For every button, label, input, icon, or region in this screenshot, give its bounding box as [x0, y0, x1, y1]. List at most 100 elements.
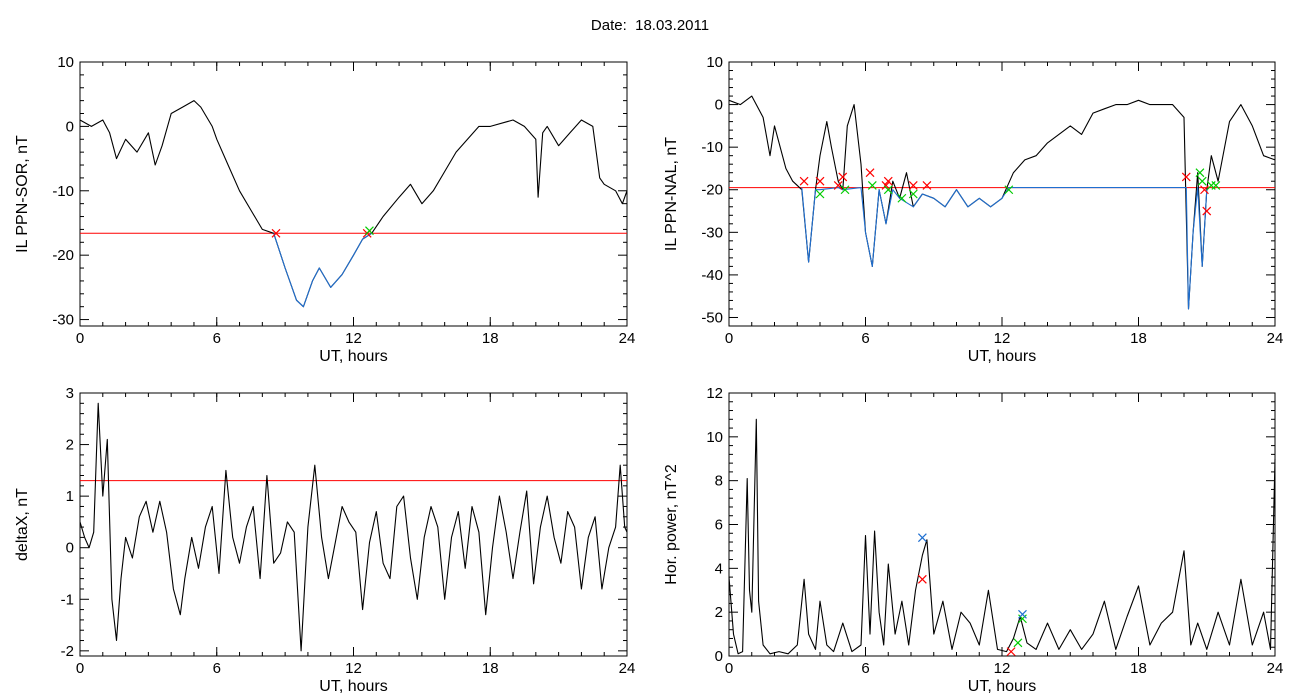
x-marker [865, 168, 875, 178]
panel-il-ppn-sor: 0 6 12 18 24 -30 -20 -10 0 10 UT, hours IL PPN-SOR,… [14, 54, 635, 365]
y-tick-label: 10 [706, 429, 723, 446]
x-marker-stroke [1202, 206, 1212, 216]
x-marker [917, 533, 927, 543]
x-tick-label: 24 [1267, 330, 1284, 347]
x-tick-label: 6 [861, 330, 869, 347]
x-marker [1197, 176, 1207, 186]
x-tick-label: 18 [1130, 330, 1147, 347]
plot-frame [728, 392, 1276, 657]
x-marker-stroke [1197, 176, 1207, 186]
x-marker-stroke [908, 181, 918, 190]
x-marker-stroke [815, 189, 825, 199]
y-axis-title: IL PPN-NAL, nT [663, 137, 680, 251]
x-marker-stroke [881, 181, 891, 190]
y-axis-title: IL PPN-SOR, nT [14, 135, 31, 253]
x-tick-label: 12 [345, 660, 362, 677]
x-marker-stroke [1004, 185, 1014, 195]
x-marker-stroke [897, 193, 907, 203]
date-value: 18.03.2011 [635, 17, 710, 34]
x-marker-stroke [917, 533, 927, 543]
x-tick-label: 24 [1267, 660, 1284, 677]
y-tick-label: -20 [52, 247, 74, 264]
y-tick-label: -10 [701, 139, 723, 156]
x-axis-title: UT, hours [968, 678, 1036, 695]
x-axis-title: UT, hours [319, 678, 387, 695]
x-tick-label: 12 [994, 660, 1011, 677]
x-marker-stroke [833, 181, 843, 190]
y-tick-label: -40 [701, 267, 723, 284]
x-marker-stroke [1013, 638, 1023, 648]
x-marker [883, 176, 893, 186]
x-tick-label: 0 [725, 330, 733, 347]
plot-frame [79, 61, 628, 327]
y-tick-label: 0 [715, 648, 723, 665]
x-axis-title: UT, hours [319, 348, 387, 365]
date-label: Date: [590, 17, 627, 34]
y-axis-title: deltaX, nT [14, 488, 31, 561]
x-marker-stroke [883, 185, 893, 195]
below-threshold-series-line [273, 232, 372, 308]
y-tick-label: -50 [701, 309, 723, 326]
y-tick-label: -2 [61, 643, 74, 660]
x-marker-stroke [365, 226, 374, 236]
x-marker [908, 181, 918, 190]
plot-frame [79, 392, 628, 657]
x-marker [833, 181, 843, 190]
x-tick-label: 12 [345, 330, 362, 347]
y-tick-label: 1 [66, 488, 74, 505]
x-marker [1006, 647, 1016, 657]
x-marker [867, 181, 877, 190]
x-tick-label: 18 [482, 660, 499, 677]
y-tick-label: 10 [706, 54, 723, 71]
x-marker-stroke [1018, 609, 1027, 619]
data-series-line [79, 402, 628, 652]
x-marker [1018, 609, 1027, 619]
x-marker [1200, 185, 1209, 195]
y-tick-label: 2 [715, 604, 723, 621]
y-tick-label: -1 [61, 591, 74, 608]
x-marker [815, 189, 825, 199]
x-marker-stroke [1195, 168, 1205, 178]
y-tick-label: -30 [52, 312, 74, 329]
x-marker [922, 181, 932, 190]
y-tick-label: -10 [52, 183, 74, 200]
x-tick-label: 6 [861, 660, 869, 677]
y-tick-label: 12 [706, 385, 723, 402]
x-marker-stroke [883, 176, 893, 186]
below-threshold-series-line [801, 187, 1208, 310]
data-series-line [728, 418, 1276, 655]
x-marker [883, 185, 893, 195]
x-marker-stroke [917, 574, 927, 584]
y-tick-label: 0 [715, 97, 723, 114]
y-tick-label: -30 [701, 224, 723, 241]
x-marker [1195, 168, 1205, 178]
x-marker [908, 189, 918, 199]
y-tick-label: 3 [66, 385, 74, 402]
page-title: Date: 18.03.2011 [0, 17, 1300, 34]
x-marker [1206, 181, 1216, 190]
x-marker-stroke [1200, 185, 1209, 195]
x-marker-stroke [1006, 647, 1016, 657]
y-tick-label: 0 [66, 118, 74, 135]
y-tick-label: 0 [66, 540, 74, 557]
x-marker [1018, 614, 1027, 624]
plot-frame [728, 61, 1276, 327]
x-tick-label: 0 [725, 660, 733, 677]
x-marker-stroke [867, 181, 877, 190]
x-marker [917, 574, 927, 584]
x-marker [1202, 206, 1212, 216]
x-tick-label: 18 [1130, 660, 1147, 677]
x-marker-stroke [271, 228, 281, 238]
data-series-line [728, 95, 1276, 310]
x-tick-label: 0 [76, 330, 84, 347]
data-series-line [79, 100, 628, 308]
x-marker [271, 228, 281, 238]
x-marker-stroke [1181, 172, 1191, 182]
y-tick-label: 4 [715, 560, 723, 577]
x-tick-label: 18 [482, 330, 499, 347]
x-marker-stroke [799, 176, 809, 186]
x-axis-title: UT, hours [968, 348, 1036, 365]
x-marker-stroke [838, 172, 848, 182]
x-marker [838, 172, 848, 182]
